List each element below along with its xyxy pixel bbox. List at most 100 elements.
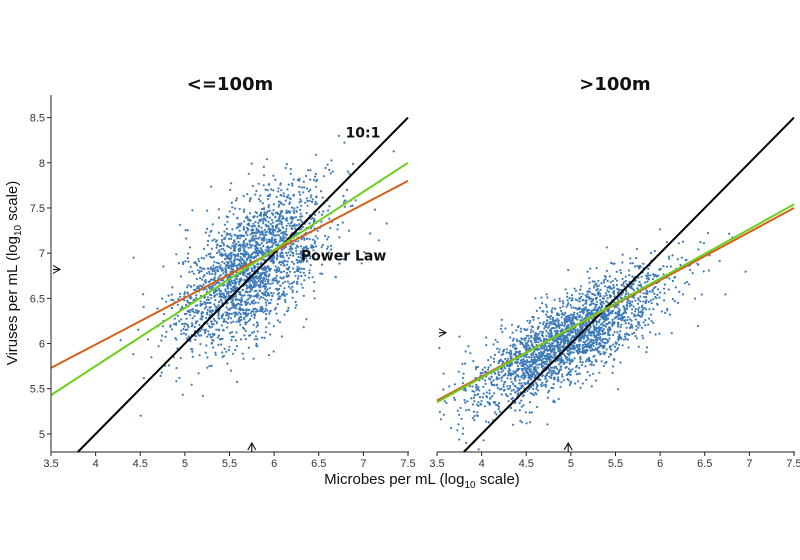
data-point — [545, 345, 548, 348]
data-point — [299, 250, 302, 253]
data-point — [248, 243, 251, 246]
data-point — [604, 312, 607, 316]
data-point — [533, 358, 536, 362]
data-point — [621, 283, 625, 286]
data-point — [273, 308, 277, 311]
data-point — [272, 231, 275, 234]
data-point — [605, 318, 608, 321]
data-point — [476, 411, 479, 414]
data-point — [529, 392, 532, 395]
data-point — [259, 200, 262, 203]
data-point — [556, 340, 559, 343]
data-point — [208, 306, 211, 309]
data-point — [550, 376, 553, 380]
data-point — [293, 207, 296, 210]
data-point — [565, 365, 568, 369]
data-point — [644, 292, 647, 295]
data-point — [204, 281, 207, 284]
data-point — [351, 204, 354, 207]
data-point — [197, 269, 200, 272]
data-point — [627, 322, 630, 325]
data-point — [647, 323, 650, 326]
data-point — [484, 379, 487, 382]
data-point — [557, 376, 560, 379]
data-point — [275, 195, 278, 199]
data-point — [277, 234, 280, 237]
data-point — [234, 297, 237, 301]
data-point — [553, 351, 556, 354]
data-point — [160, 371, 163, 374]
data-point — [195, 287, 198, 290]
data-point — [238, 281, 241, 284]
data-point — [213, 269, 216, 272]
data-point — [582, 311, 585, 314]
data-point — [217, 208, 220, 211]
data-point — [302, 260, 305, 263]
data-point — [643, 306, 646, 310]
data-point — [263, 273, 266, 276]
data-point — [593, 309, 597, 312]
data-point — [546, 379, 549, 382]
data-point — [338, 236, 341, 239]
data-point — [285, 209, 288, 212]
data-point — [602, 338, 605, 341]
data-point — [187, 284, 190, 287]
data-point — [497, 405, 500, 408]
data-point — [599, 302, 602, 305]
data-point — [488, 389, 491, 392]
data-point — [255, 277, 258, 280]
data-point — [523, 355, 526, 358]
data-point — [271, 228, 274, 231]
data-point — [259, 250, 262, 253]
data-point — [622, 311, 626, 314]
data-point — [200, 256, 203, 260]
data-point — [248, 239, 251, 242]
data-point — [242, 234, 245, 237]
data-point — [253, 299, 256, 302]
data-point — [677, 242, 680, 245]
data-point — [321, 254, 324, 257]
data-point — [273, 229, 277, 232]
data-point — [569, 369, 572, 372]
data-point — [676, 301, 680, 304]
data-point — [487, 368, 490, 371]
data-point — [603, 341, 606, 344]
data-point — [197, 271, 201, 274]
data-point — [290, 182, 294, 185]
data-point — [209, 336, 212, 339]
data-point — [233, 244, 236, 247]
data-point — [697, 263, 700, 266]
data-point — [561, 305, 564, 308]
data-point — [262, 238, 266, 241]
data-point — [539, 306, 542, 309]
data-point — [246, 314, 249, 317]
data-point — [630, 323, 633, 326]
data-point — [245, 309, 248, 312]
data-point — [637, 276, 640, 279]
data-point — [291, 289, 294, 292]
data-point — [606, 328, 609, 331]
data-point — [634, 310, 637, 313]
data-point — [164, 335, 167, 338]
data-point — [598, 341, 601, 345]
data-point — [605, 269, 609, 272]
data-point — [225, 227, 228, 231]
data-point — [252, 228, 255, 231]
data-point — [282, 256, 285, 259]
data-point — [253, 338, 256, 341]
data-point — [273, 242, 276, 245]
data-point — [544, 325, 547, 328]
data-point — [209, 278, 213, 281]
x-tick-label: 5.5 — [222, 458, 237, 470]
data-point — [224, 320, 227, 323]
data-point — [587, 320, 591, 324]
data-point — [311, 217, 314, 220]
data-point — [328, 168, 331, 171]
data-point — [223, 319, 226, 323]
data-point — [602, 302, 605, 305]
data-point — [501, 330, 504, 333]
data-point — [293, 223, 296, 226]
data-point — [529, 377, 532, 380]
data-point — [542, 337, 546, 340]
